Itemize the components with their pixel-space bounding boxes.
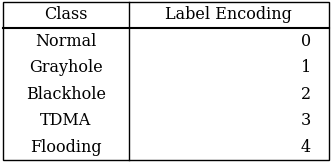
Text: Class: Class — [44, 6, 88, 23]
Text: Blackhole: Blackhole — [26, 86, 106, 103]
Text: Flooding: Flooding — [30, 139, 102, 156]
Text: Label Encoding: Label Encoding — [165, 6, 292, 23]
Text: TDMA: TDMA — [40, 112, 92, 129]
Text: 1: 1 — [300, 59, 311, 76]
Text: Normal: Normal — [35, 33, 97, 50]
Text: 0: 0 — [301, 33, 311, 50]
Text: 3: 3 — [300, 112, 311, 129]
Text: 4: 4 — [301, 139, 311, 156]
Text: Grayhole: Grayhole — [29, 59, 103, 76]
Text: 2: 2 — [301, 86, 311, 103]
